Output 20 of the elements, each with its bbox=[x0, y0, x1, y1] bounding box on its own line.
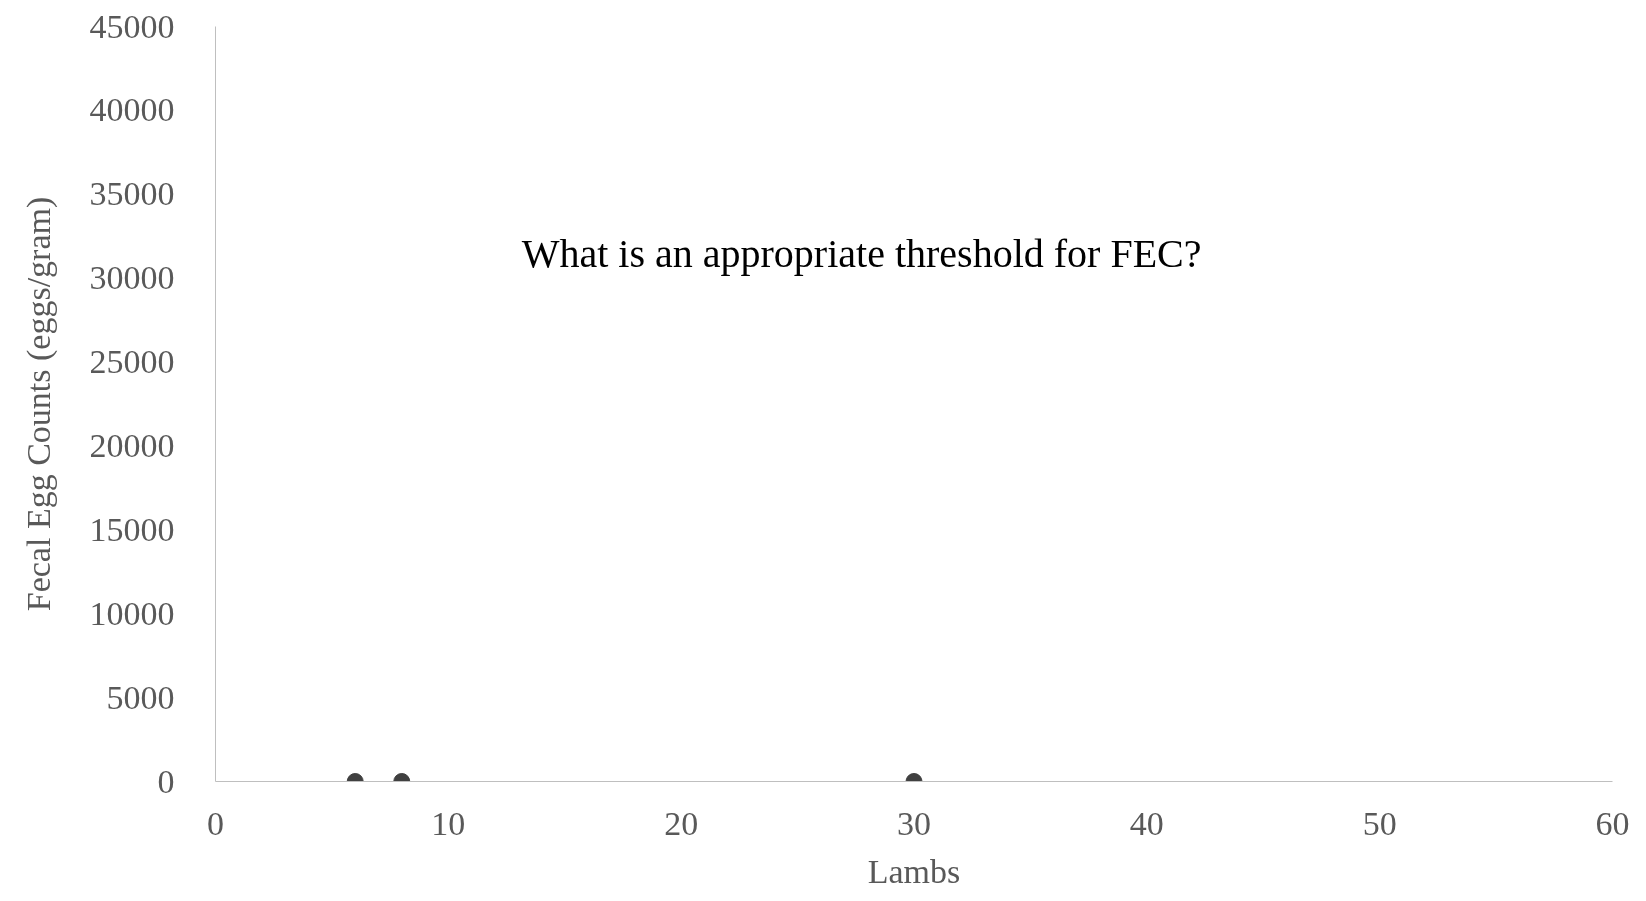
y-tick-label: 45000 bbox=[89, 7, 175, 45]
y-tick-label: 40000 bbox=[89, 91, 175, 129]
y-tick-label: 5000 bbox=[106, 678, 175, 716]
x-axis-title: Lambs bbox=[867, 852, 961, 890]
x-tick-label: 20 bbox=[664, 804, 699, 842]
y-tick-label: 10000 bbox=[89, 594, 175, 632]
x-tick-label: 60 bbox=[1595, 804, 1630, 842]
y-tick-label: 0 bbox=[157, 762, 175, 800]
x-tick-label: 30 bbox=[897, 804, 931, 842]
x-tick-label: 50 bbox=[1362, 804, 1397, 842]
x-tick-label: 0 bbox=[207, 804, 224, 842]
y-tick-label: 15000 bbox=[89, 510, 175, 548]
y-tick-label: 35000 bbox=[89, 175, 175, 213]
annotation: What is an appropriate threshold for FEC? bbox=[521, 230, 1202, 276]
y-tick-label: 25000 bbox=[89, 343, 175, 381]
x-tick-label: 40 bbox=[1129, 804, 1164, 842]
y-axis-title: Fecal Egg Counts (eggs/gram) bbox=[19, 196, 58, 612]
x-tick-label: 10 bbox=[431, 804, 466, 842]
y-tick-label: 20000 bbox=[89, 426, 175, 464]
y-tick-label: 30000 bbox=[89, 259, 175, 297]
